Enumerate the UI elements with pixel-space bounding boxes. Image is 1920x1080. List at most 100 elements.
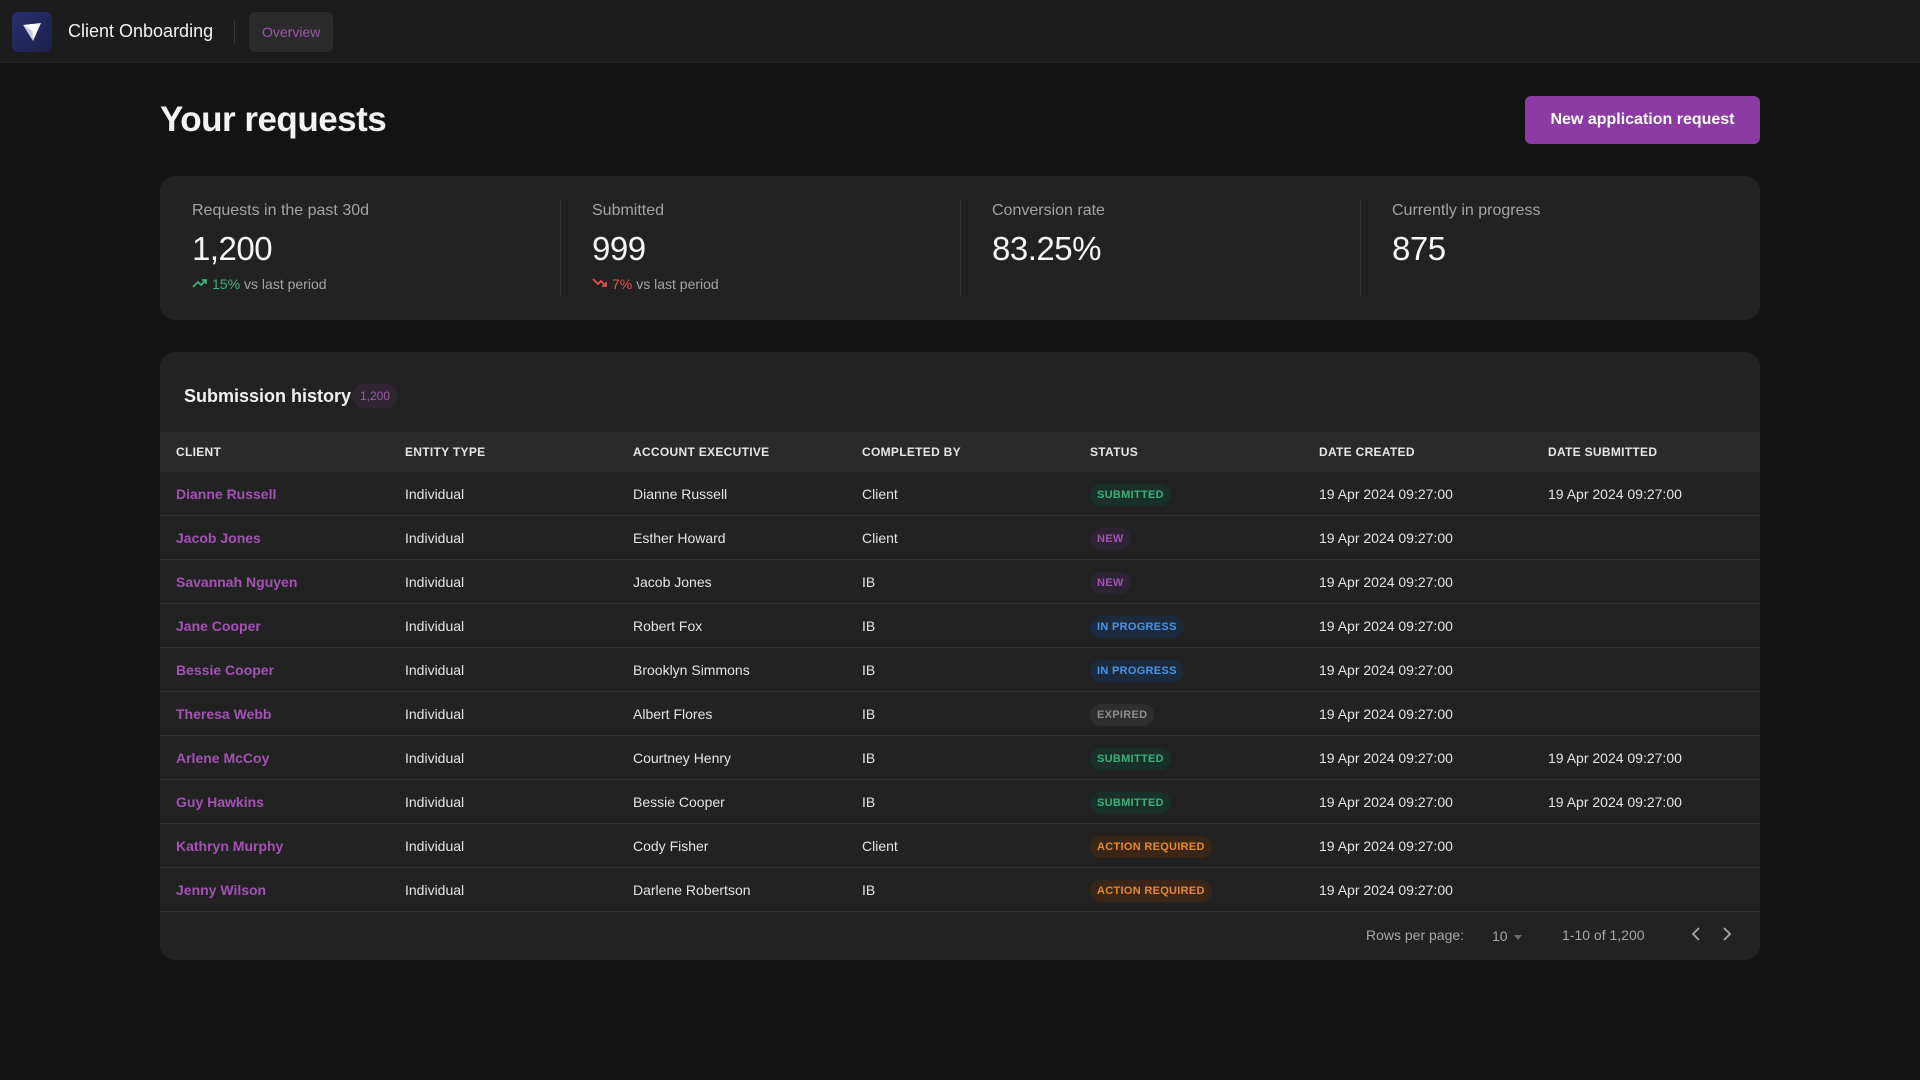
account-executive-cell: Albert Flores xyxy=(633,706,713,722)
completed-by-cell: Client xyxy=(862,838,898,854)
chevron-right-icon xyxy=(1722,926,1732,946)
stat-label: Currently in progress xyxy=(1392,202,1541,219)
client-name-link[interactable]: Jane Cooper xyxy=(176,618,261,634)
column-header-completed-by[interactable]: COMPLETED BY xyxy=(862,445,961,459)
stat-submitted: Submitted 999 7% vs last period xyxy=(592,200,932,296)
status-badge: NEW xyxy=(1090,528,1131,551)
account-executive-cell: Courtney Henry xyxy=(633,750,732,766)
table-row[interactable]: Dianne Russell Individual Dianne Russell Cl… xyxy=(160,472,1760,516)
account-executive-cell: Darlene Robertson xyxy=(633,882,751,898)
table-row[interactable]: Jane Cooper Individual Robert Fox IB IN PROG… xyxy=(160,604,1760,648)
column-header-entity-type[interactable]: ENTITY TYPE xyxy=(405,445,486,459)
column-header-account-executive[interactable]: ACCOUNT EXECUTIVE xyxy=(633,445,770,459)
client-name-link[interactable]: Dianne Russell xyxy=(176,486,277,502)
completed-by-cell: IB xyxy=(862,618,876,634)
column-header-date-created[interactable]: DATE CREATED xyxy=(1319,445,1415,459)
status-badge: IN PROGRESS xyxy=(1090,660,1184,683)
date-created-cell: 19 Apr 2024 09:27:00 xyxy=(1319,706,1453,722)
completed-by-cell: IB xyxy=(862,882,876,898)
account-executive-cell: Bessie Cooper xyxy=(633,794,725,810)
trend-value: 15% xyxy=(212,276,241,292)
entity-type-cell: Individual xyxy=(405,882,465,898)
client-name-link[interactable]: Jacob Jones xyxy=(176,530,261,546)
new-application-request-button[interactable]: New application request xyxy=(1525,96,1760,144)
entity-type-cell: Individual xyxy=(405,574,465,590)
completed-by-cell: IB xyxy=(862,662,876,678)
completed-by-cell: IB xyxy=(862,574,876,590)
app-logo-icon[interactable] xyxy=(12,12,52,52)
table-row[interactable]: Bessie Cooper Individual Brooklyn Simmons I… xyxy=(160,648,1760,692)
account-executive-cell: Jacob Jones xyxy=(633,574,712,590)
client-name-link[interactable]: Jenny Wilson xyxy=(176,882,267,898)
entity-type-cell: Individual xyxy=(405,530,465,546)
client-name-link[interactable]: Kathryn Murphy xyxy=(176,838,284,854)
stat-value: 83.25% xyxy=(992,230,1101,267)
status-badge: IN PROGRESS xyxy=(1090,616,1184,639)
date-submitted-cell: 19 Apr 2024 09:27:00 xyxy=(1548,486,1682,502)
table-header: CLIENT ENTITY TYPE ACCOUNT EXECUTIVE COM… xyxy=(160,432,1760,472)
entity-type-cell: Individual xyxy=(405,706,465,722)
client-cell: Jacob Jones xyxy=(176,516,261,560)
completed-by-cell: IB xyxy=(862,794,876,810)
client-cell: Arlene McCoy xyxy=(176,736,269,780)
trend-suffix: vs last period xyxy=(636,276,719,292)
status-cell: NEW xyxy=(1090,516,1131,560)
card-title: Submission history xyxy=(184,386,352,406)
date-created-cell: 19 Apr 2024 09:27:00 xyxy=(1319,530,1453,546)
date-created-cell: 19 Apr 2024 09:27:00 xyxy=(1319,574,1453,590)
table-row[interactable]: Theresa Webb Individual Albert Flores IB EXP… xyxy=(160,692,1760,736)
client-name-link[interactable]: Bessie Cooper xyxy=(176,662,275,678)
trend-value: 7% xyxy=(612,276,633,292)
client-name-link[interactable]: Savannah Nguyen xyxy=(176,574,298,590)
stat-value: 875 xyxy=(1392,230,1446,267)
completed-by-cell: Client xyxy=(862,530,898,546)
previous-page-button[interactable] xyxy=(1684,924,1708,948)
next-page-button[interactable] xyxy=(1715,924,1739,948)
stat-divider xyxy=(560,200,561,296)
rows-per-page-select[interactable]: 10 xyxy=(1486,922,1528,950)
date-created-cell: 19 Apr 2024 09:27:00 xyxy=(1319,750,1453,766)
status-cell: IN PROGRESS xyxy=(1090,604,1184,648)
status-cell: IN PROGRESS xyxy=(1090,648,1184,692)
stats-card: Requests in the past 30d 1,200 15% vs la… xyxy=(160,176,1760,320)
client-name-link[interactable]: Theresa Webb xyxy=(176,706,272,722)
stat-trend: 15% vs last period xyxy=(192,276,532,292)
entity-type-cell: Individual xyxy=(405,486,465,502)
client-cell: Guy Hawkins xyxy=(176,780,264,824)
chevron-left-icon xyxy=(1691,926,1701,946)
column-header-client[interactable]: CLIENT xyxy=(176,445,222,459)
entity-type-cell: Individual xyxy=(405,838,465,854)
status-cell: SUBMITTED xyxy=(1090,736,1171,780)
client-cell: Savannah Nguyen xyxy=(176,560,297,604)
date-created-cell: 19 Apr 2024 09:27:00 xyxy=(1319,662,1453,678)
account-executive-cell: Brooklyn Simmons xyxy=(633,662,750,678)
client-name-link[interactable]: Arlene McCoy xyxy=(176,750,270,766)
tab-overview[interactable]: Overview xyxy=(249,12,334,52)
column-header-status[interactable]: STATUS xyxy=(1090,445,1139,459)
date-created-cell: 19 Apr 2024 09:27:00 xyxy=(1319,618,1453,634)
account-executive-cell: Robert Fox xyxy=(633,618,703,634)
table-row[interactable]: Arlene McCoy Individual Courtney Henry IB SU… xyxy=(160,736,1760,780)
client-name-link[interactable]: Guy Hawkins xyxy=(176,794,264,810)
client-cell: Bessie Cooper xyxy=(176,648,274,692)
stat-requests-30d: Requests in the past 30d 1,200 15% vs la… xyxy=(192,200,532,296)
status-badge: SUBMITTED xyxy=(1090,792,1171,815)
table-row[interactable]: Kathryn Murphy Individual Cody Fisher Clien… xyxy=(160,824,1760,868)
table-row[interactable]: Jenny Wilson Individual Darlene Robertson I… xyxy=(160,868,1760,912)
trend-down-icon xyxy=(592,276,608,292)
table-row[interactable]: Guy Hawkins Individual Bessie Cooper IB SUBM… xyxy=(160,780,1760,824)
app-title: Client Onboarding xyxy=(68,21,214,41)
column-header-date-submitted[interactable]: DATE SUBMITTED xyxy=(1548,445,1658,459)
stat-in-progress: Currently in progress 875 xyxy=(1392,200,1732,296)
table-row[interactable]: Savannah Nguyen Individual Jacob Jones IB NE… xyxy=(160,560,1760,604)
count-badge: 1,200 xyxy=(352,384,399,408)
status-badge: SUBMITTED xyxy=(1090,484,1171,507)
status-badge: ACTION REQUIRED xyxy=(1090,880,1212,903)
rows-per-page-value: 10 xyxy=(1492,928,1508,944)
date-created-cell: 19 Apr 2024 09:27:00 xyxy=(1319,794,1453,810)
table-row[interactable]: Jacob Jones Individual Esther Howard Client… xyxy=(160,516,1760,560)
account-executive-cell: Cody Fisher xyxy=(633,838,709,854)
date-submitted-cell: 19 Apr 2024 09:27:00 xyxy=(1548,794,1682,810)
client-cell: Theresa Webb xyxy=(176,692,271,736)
client-cell: Dianne Russell xyxy=(176,472,276,516)
